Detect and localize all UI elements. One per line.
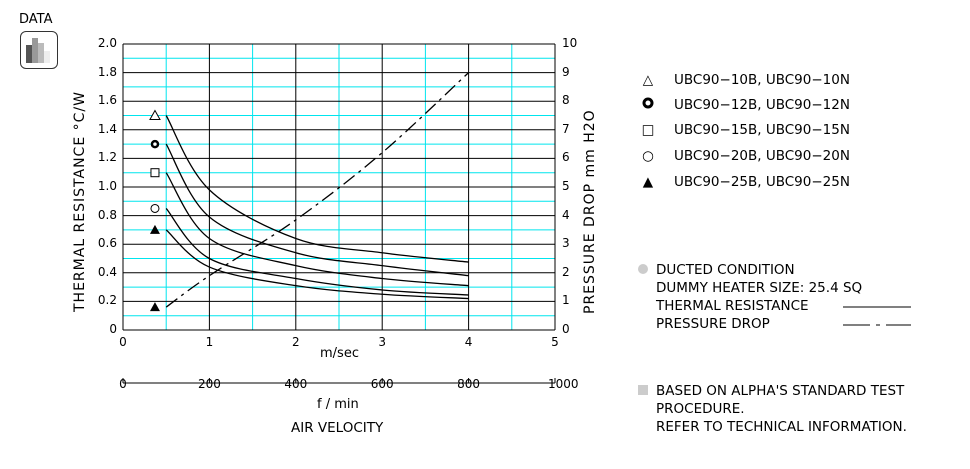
tick-label: 4 — [464, 335, 473, 349]
tick-label: 600 — [370, 377, 394, 391]
triangle-open-icon: △ — [642, 72, 654, 88]
x-axis-label: m/sec — [320, 346, 359, 361]
tick-label: 5 — [562, 179, 570, 193]
tick-label: 1.2 — [97, 150, 117, 165]
bullet-square-icon — [638, 385, 648, 395]
tick-label: 2 — [562, 264, 570, 279]
tick-label: 1 — [562, 293, 570, 308]
circle-bold-icon — [638, 97, 658, 113]
tick-label: 4 — [562, 207, 570, 222]
legend-label: UBC90−15B, UBC90−15N — [674, 122, 850, 138]
tick-label: 0 — [119, 335, 127, 349]
tick-label: 200 — [197, 377, 221, 391]
tick-label: 3 — [562, 236, 570, 251]
circle-open-icon: ○ — [642, 148, 654, 164]
legend-item: □ UBC90−15B, UBC90−15N — [638, 122, 850, 138]
tick-label: 1.4 — [97, 121, 117, 136]
tick-label: 1 — [205, 335, 214, 349]
tick-label: 0 — [119, 377, 127, 391]
tick-label: 400 — [284, 377, 308, 391]
pressure-legend-label: PRESSURE DROP — [656, 316, 770, 332]
tick-label: 2 — [291, 335, 300, 349]
bullet-circle-icon — [638, 264, 648, 274]
tick-label: 2.0 — [97, 36, 117, 50]
tick-label: 0.4 — [97, 264, 117, 279]
heater-note: DUMMY HEATER SIZE: 25.4 SQ — [656, 280, 863, 296]
tick-label: 0 — [109, 322, 117, 336]
note-text: DUCTED CONDITION — [656, 262, 795, 278]
legend-label: UBC90−25B, UBC90−25N — [674, 174, 850, 190]
tick-label: 1.0 — [97, 179, 117, 193]
standard-note: BASED ON ALPHA'S STANDARD TEST — [638, 383, 904, 399]
thermal-legend-label: THERMAL RESISTANCE — [656, 298, 809, 314]
tick-label: 10 — [562, 36, 578, 50]
legend-item: △ UBC90−10B, UBC90−10N — [638, 72, 850, 88]
x2-axis-label: f / min — [317, 397, 359, 412]
legend-label: UBC90−12B, UBC90−12N — [674, 97, 850, 113]
tick-label: 0.2 — [97, 293, 117, 308]
data-label: DATA — [19, 12, 53, 27]
legend-label: UBC90−10B, UBC90−10N — [674, 72, 850, 88]
tick-label: 9 — [562, 64, 570, 79]
x-axis-main-label: AIR VELOCITY — [291, 420, 384, 436]
tick-label: 1.8 — [97, 64, 117, 79]
line-style-legend — [843, 306, 911, 326]
procedure-note: PROCEDURE. — [656, 401, 745, 417]
legend-item: ○ UBC90−20B, UBC90−20N — [638, 148, 850, 164]
legend-item: UBC90−12B, UBC90−12N — [638, 97, 850, 113]
tick-label: 8 — [562, 93, 570, 108]
note-text: BASED ON ALPHA'S STANDARD TEST — [656, 383, 905, 399]
tick-label: 1.6 — [97, 93, 117, 108]
legend-item: ▲ UBC90−25B, UBC90−25N — [638, 174, 850, 190]
tick-label: 0.6 — [97, 236, 117, 251]
refer-note: REFER TO TECHNICAL INFORMATION. — [656, 419, 907, 435]
tick-label: 7 — [562, 121, 570, 136]
tick-label: 800 — [457, 377, 481, 391]
tick-label: 0 — [562, 322, 570, 336]
tick-label: 1000 — [548, 377, 579, 391]
bar-chart-icon[interactable] — [20, 31, 58, 69]
ducted-note: DUCTED CONDITION — [638, 262, 795, 278]
triangle-filled-icon: ▲ — [642, 174, 654, 190]
legend-label: UBC90−20B, UBC90−20N — [674, 148, 850, 164]
tick-label: 0.8 — [97, 207, 117, 222]
square-open-icon: □ — [641, 122, 655, 138]
tick-label: 6 — [562, 150, 570, 165]
tick-label: 3 — [378, 335, 386, 349]
tick-label: 5 — [551, 335, 559, 349]
